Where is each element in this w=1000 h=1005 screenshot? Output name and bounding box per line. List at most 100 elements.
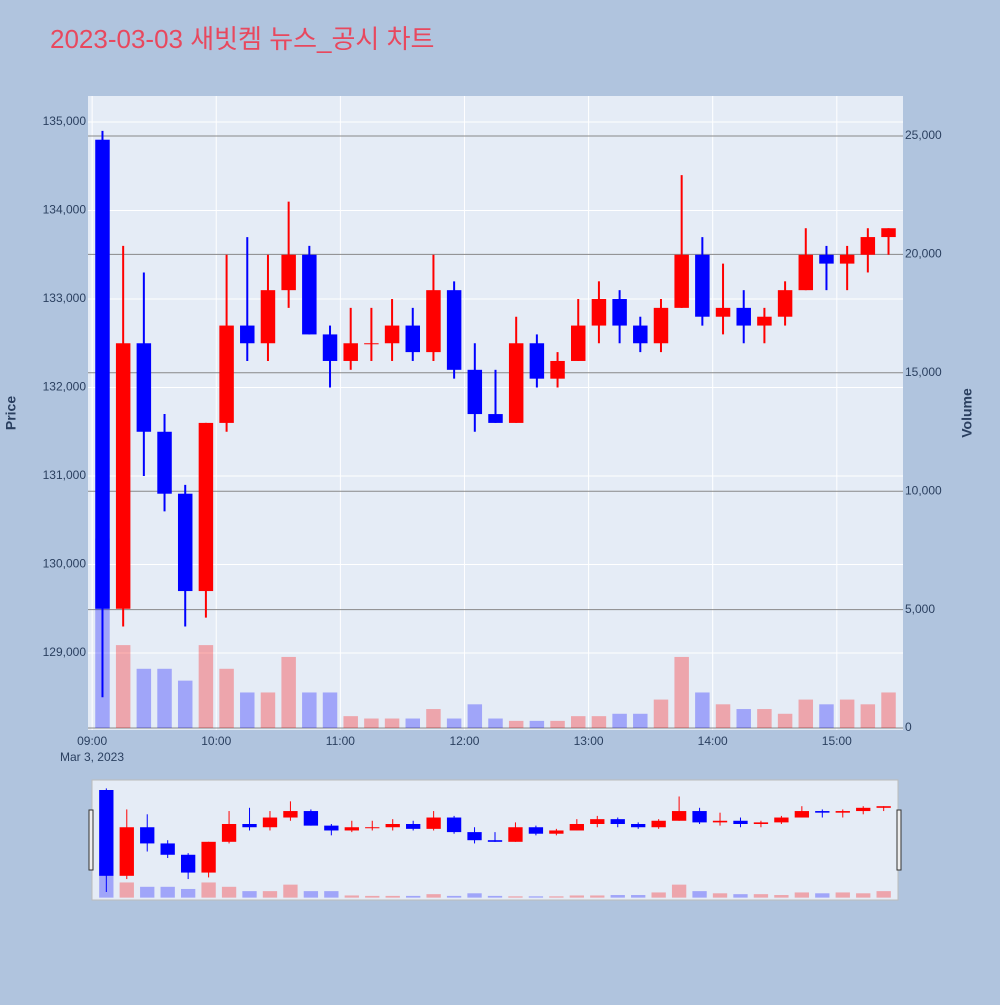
volume-bar bbox=[798, 699, 814, 728]
mini-volume-bar bbox=[283, 884, 298, 898]
mini-volume-bar bbox=[324, 891, 339, 898]
mini-candle-body bbox=[590, 819, 605, 825]
y-tick-label: 130,000 bbox=[43, 557, 87, 571]
volume-bar bbox=[405, 718, 420, 728]
candle-body bbox=[591, 299, 607, 326]
volume-bar bbox=[612, 713, 627, 728]
mini-candle-body bbox=[631, 824, 646, 828]
volume-bar bbox=[757, 709, 772, 728]
volume-bar bbox=[881, 692, 896, 728]
x-date-label: Mar 3, 2023 bbox=[60, 750, 124, 764]
mini-candle-body bbox=[180, 854, 196, 873]
candle-body bbox=[467, 369, 483, 415]
volume-bar bbox=[508, 720, 524, 728]
volume-bar bbox=[426, 709, 441, 728]
mini-volume-bar bbox=[487, 895, 503, 898]
volume-bar bbox=[302, 692, 317, 728]
mini-candle-body bbox=[99, 789, 114, 876]
volume-bar bbox=[467, 704, 483, 728]
candle-body bbox=[177, 493, 193, 592]
mini-candle-body bbox=[160, 843, 175, 855]
candle-body bbox=[405, 325, 420, 353]
candle-body bbox=[95, 139, 110, 609]
y2-tick-label: 15,000 bbox=[905, 365, 942, 379]
mini-volume-bar bbox=[692, 891, 707, 898]
mini-candle-body bbox=[365, 827, 380, 829]
candle-body bbox=[674, 254, 689, 308]
mini-volume-bar bbox=[262, 891, 278, 898]
candle-body bbox=[715, 307, 731, 317]
x-tick-label: 09:00 bbox=[77, 734, 107, 748]
y-tick-label: 133,000 bbox=[43, 291, 87, 305]
mini-volume-bar bbox=[733, 894, 748, 898]
volume-bar bbox=[715, 704, 731, 728]
range-handle[interactable] bbox=[896, 809, 902, 871]
mini-volume-bar bbox=[815, 893, 830, 898]
chart-title: 2023-03-03 새빗켐 뉴스_공시 차트 bbox=[50, 24, 434, 54]
mini-volume-bar bbox=[651, 892, 666, 898]
volume-bar bbox=[819, 704, 834, 728]
volume-bar bbox=[777, 713, 793, 728]
volume-bar bbox=[839, 699, 855, 728]
mini-candle-body bbox=[774, 817, 789, 823]
mini-volume-bar bbox=[140, 886, 155, 898]
mini-volume-bar bbox=[569, 895, 584, 898]
mini-volume-bar bbox=[467, 893, 482, 898]
volume-bar bbox=[136, 668, 152, 728]
candle-body bbox=[819, 254, 834, 264]
y2-tick-label: 20,000 bbox=[905, 247, 942, 261]
mini-candle-body bbox=[528, 827, 544, 834]
volume-bar bbox=[529, 720, 545, 728]
volume-bar bbox=[240, 692, 255, 728]
mini-candle-body bbox=[753, 822, 769, 825]
volume-bar bbox=[736, 709, 751, 728]
volume-bar bbox=[198, 645, 214, 728]
volume-bar bbox=[115, 645, 131, 728]
volume-bar bbox=[695, 692, 710, 728]
mini-volume-bar bbox=[365, 895, 380, 898]
volume-bar bbox=[446, 718, 462, 728]
y2-tick-label: 25,000 bbox=[905, 128, 942, 142]
mini-volume-bar bbox=[590, 895, 605, 898]
mini-candle-body bbox=[467, 832, 482, 841]
volume-bar bbox=[219, 668, 234, 728]
candle-body bbox=[488, 414, 503, 423]
mini-volume-bar bbox=[426, 894, 441, 898]
mini-candle-body bbox=[406, 824, 421, 829]
candle-body bbox=[343, 343, 358, 361]
candle-body bbox=[612, 299, 627, 326]
mini-volume-bar bbox=[753, 894, 769, 898]
volume-bar bbox=[653, 699, 669, 728]
mini-candle-body bbox=[242, 824, 257, 828]
mini-candle-body bbox=[815, 811, 830, 813]
mini-volume-bar bbox=[119, 882, 134, 898]
mini-candle-body bbox=[856, 807, 871, 812]
candle-body bbox=[198, 422, 214, 592]
mini-volume-bar bbox=[712, 893, 728, 898]
mini-candle-body bbox=[344, 827, 359, 831]
mini-candle-body bbox=[201, 841, 216, 873]
volume-bar bbox=[260, 692, 276, 728]
mini-volume-bar bbox=[160, 886, 175, 898]
candle-body bbox=[695, 254, 710, 317]
mini-candle-body bbox=[876, 806, 891, 808]
candle-body bbox=[364, 343, 379, 345]
volume-bar bbox=[281, 656, 296, 728]
range-handle[interactable] bbox=[88, 809, 94, 871]
mini-candle-body bbox=[733, 820, 748, 825]
x-tick-label: 10:00 bbox=[201, 734, 231, 748]
mini-volume-bar bbox=[876, 891, 891, 898]
volume-bar bbox=[177, 680, 193, 728]
x-tick-label: 14:00 bbox=[698, 734, 728, 748]
mini-volume-bar bbox=[794, 892, 810, 898]
mini-candle-body bbox=[262, 817, 278, 828]
mini-volume-bar bbox=[242, 891, 257, 898]
mini-volume-bar bbox=[221, 886, 237, 898]
mini-candle-body bbox=[283, 811, 298, 818]
volume-bar bbox=[384, 718, 400, 728]
candle-body bbox=[757, 316, 772, 326]
candle-body bbox=[571, 325, 586, 361]
mini-volume-bar bbox=[671, 884, 687, 898]
mini-candle-body bbox=[487, 840, 503, 842]
mini-volume-bar bbox=[549, 896, 564, 898]
